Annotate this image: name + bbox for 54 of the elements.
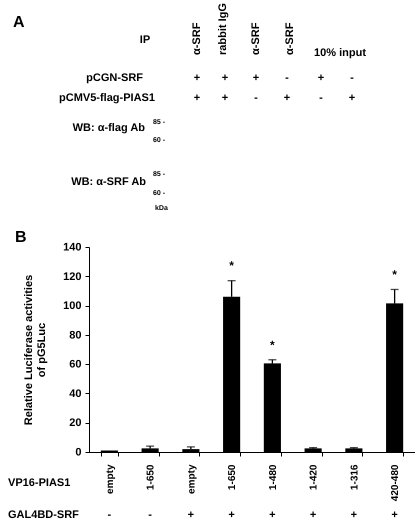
- x-tick-label: empty: [104, 464, 116, 494]
- text: WB: α-SRF Ab: [71, 176, 146, 188]
- y-tick-label: 80: [69, 329, 82, 342]
- text: -: [285, 72, 290, 84]
- y-tick-label: 60: [69, 358, 82, 371]
- text: +: [222, 72, 228, 84]
- x-axis-title: VP16-PIAS1: [8, 477, 70, 489]
- text: GAL4BD-SRF: [8, 509, 80, 521]
- text: +: [284, 92, 290, 104]
- text: +: [391, 509, 398, 521]
- y-tick-label: 20: [69, 417, 82, 430]
- text: +: [188, 509, 194, 521]
- text: A: [13, 14, 25, 31]
- text: +: [350, 509, 358, 521]
- y-axis-title: Relative Luciferase activities of pG5Luc: [23, 274, 48, 426]
- x-tick-label: 1-420: [308, 464, 320, 490]
- x-tick-label: 420-480: [390, 464, 402, 502]
- text: pCGN-SRF: [86, 72, 144, 84]
- text: rabbit IgG: [217, 3, 229, 55]
- text: -: [350, 72, 354, 84]
- text: α-SRF: [284, 22, 296, 55]
- data-label: *: [392, 267, 398, 282]
- data-label: *: [229, 258, 234, 273]
- x-tick-label: 1-650: [146, 464, 157, 490]
- text: +: [318, 72, 324, 84]
- text: -: [319, 92, 324, 104]
- x-tick-label: 1-316: [349, 464, 360, 490]
- text: α-SRF: [191, 22, 203, 55]
- text: α-SRF: [250, 22, 262, 55]
- y-tick-label: 100: [63, 300, 82, 312]
- text: +: [269, 509, 276, 521]
- text: +: [194, 72, 200, 84]
- text: +: [228, 509, 235, 521]
- text: -: [108, 509, 112, 521]
- x-tick-label: 1-650: [227, 464, 238, 490]
- y-tick-label: 0: [75, 446, 82, 458]
- text: +: [252, 72, 260, 84]
- x-tick-label: 1-480: [268, 464, 279, 490]
- data-label: *: [270, 338, 276, 352]
- text: +: [310, 509, 316, 521]
- text: IP: [140, 34, 150, 46]
- y-tick-label: 40: [69, 388, 82, 400]
- text: WB: α-flag Ab: [72, 122, 146, 134]
- text: pCMV5-flag-PIAS1: [59, 92, 155, 104]
- text: 10% input: [314, 47, 366, 59]
- chart-title: B: [15, 229, 27, 246]
- y-tick-label: 140: [63, 242, 82, 254]
- x-tick-label: empty: [186, 464, 198, 494]
- text: +: [222, 92, 228, 104]
- text: +: [194, 92, 200, 104]
- text: -: [148, 509, 152, 521]
- y-tick-label: 120: [63, 270, 82, 283]
- text: -: [254, 92, 258, 104]
- text: +: [348, 92, 356, 104]
